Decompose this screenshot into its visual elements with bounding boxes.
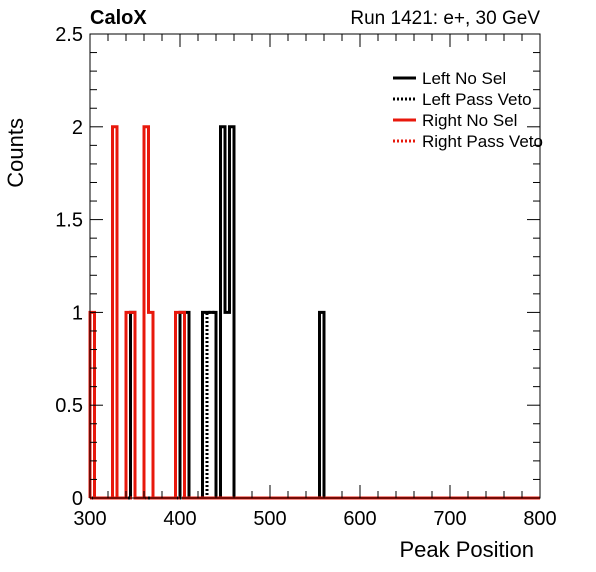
- x-tick-label: 600: [343, 508, 376, 530]
- run-info-label: Run 1421: e+, 30 GeV: [350, 8, 540, 29]
- series-line-1: [90, 310, 540, 500]
- plot-frame: [89, 33, 541, 499]
- x-tick-label: 700: [433, 508, 466, 530]
- legend-label: Right No Sel: [422, 111, 517, 130]
- y-tick-label: 1.5: [55, 210, 83, 232]
- y-tick-label: 1: [72, 302, 83, 324]
- y-tick-label: 2.5: [55, 24, 83, 46]
- x-tick-label: 500: [253, 508, 286, 530]
- experiment-label: CaloX: [90, 7, 147, 29]
- legend: Left No Sel Left Pass Veto Right No Sel Rig…: [393, 69, 543, 151]
- series-layer: [88, 125, 540, 500]
- x-tick-label: 400: [163, 508, 196, 530]
- x-axis-title: Peak Position: [399, 537, 534, 562]
- legend-label: Right Pass Veto: [422, 132, 543, 151]
- x-tick-label: 300: [73, 508, 106, 530]
- series-line-0: [90, 125, 540, 500]
- axis-tick-labels: 300 400 500 600 700 800 0 0.5 1 1.5 2 2.5: [55, 24, 557, 530]
- legend-label: Left Pass Veto: [422, 90, 532, 109]
- y-tick-label: 0: [72, 488, 83, 510]
- y-tick-label: 0.5: [55, 395, 83, 417]
- x-tick-label: 800: [523, 508, 556, 530]
- axis-ticks: [89, 33, 541, 499]
- series-line-2: [88, 125, 540, 500]
- legend-label: Left No Sel: [422, 69, 506, 88]
- y-tick-label: 2: [72, 117, 83, 139]
- y-axis-title: Counts: [3, 118, 28, 188]
